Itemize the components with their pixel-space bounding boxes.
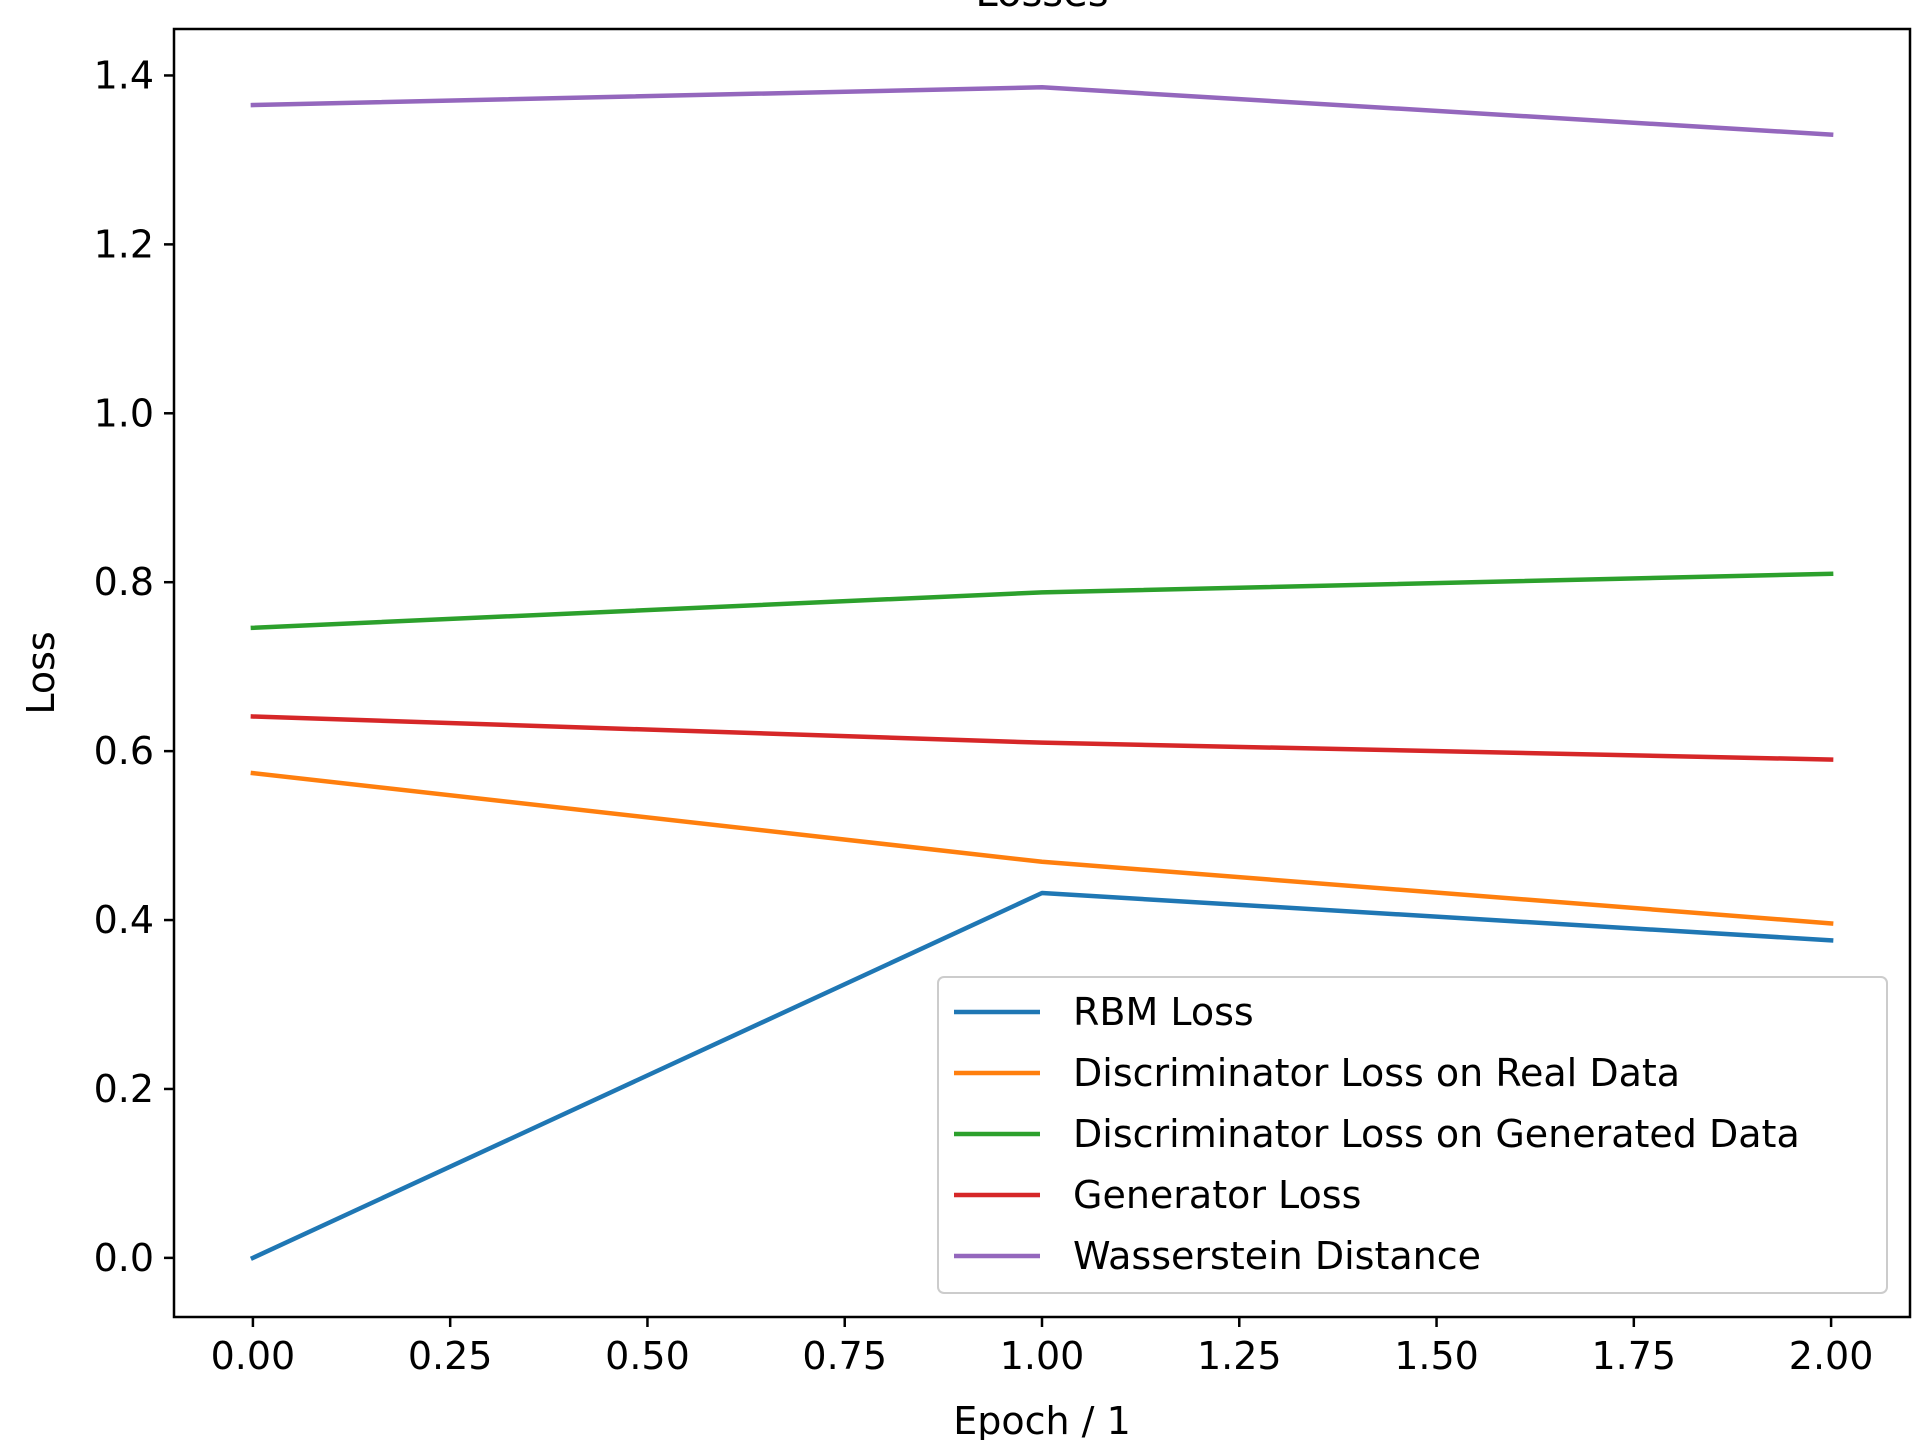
x-tick-label: 0.25 xyxy=(408,1334,493,1378)
legend-label-discriminator-loss-on-generated-data: Discriminator Loss on Generated Data xyxy=(1073,1112,1800,1156)
x-tick-label: 2.00 xyxy=(1789,1334,1874,1378)
chart-title: Losses xyxy=(975,0,1108,16)
legend-box xyxy=(937,976,1888,1294)
legend-label-generator-loss: Generator Loss xyxy=(1073,1173,1361,1217)
y-axis: 0.0 0.2 0.4 0.6 0.8 1.0 1.2 1.4 xyxy=(94,53,174,1280)
x-tick-label: 0.50 xyxy=(605,1334,690,1378)
x-axis: 0.00 0.25 0.50 0.75 1.00 1.25 1.50 1.75 2.00 xyxy=(211,1317,1874,1378)
y-tick-label: 0.8 xyxy=(94,560,154,604)
y-tick-label: 1.4 xyxy=(94,53,154,97)
y-tick-label: 0.0 xyxy=(94,1236,154,1280)
series-line-generator-loss xyxy=(250,714,1834,762)
y-tick-label: 1.2 xyxy=(94,222,154,266)
x-tick-label: 1.25 xyxy=(1197,1334,1282,1378)
x-tick-label: 0.75 xyxy=(802,1334,887,1378)
series-layer xyxy=(249,85,1834,1261)
y-tick-label: 1.0 xyxy=(94,391,154,435)
legend-label-rbm-loss: RBM Loss xyxy=(1073,990,1254,1034)
legend: RBM Loss Discriminator Loss on Real Data D… xyxy=(937,976,1888,1294)
legend-items: RBM Loss Discriminator Loss on Real Data D… xyxy=(954,990,1800,1278)
x-tick-label: 1.00 xyxy=(1000,1334,1085,1378)
x-tick-label: 1.50 xyxy=(1394,1334,1479,1378)
legend-label-wasserstein-distance: Wasserstein Distance xyxy=(1073,1234,1481,1278)
x-tick-label: 1.75 xyxy=(1592,1334,1677,1378)
y-tick-label: 0.2 xyxy=(94,1067,154,1111)
y-tick-label: 0.4 xyxy=(94,898,154,942)
series-line-wasserstein-distance xyxy=(250,85,1834,137)
y-axis-label: Loss xyxy=(19,631,63,714)
y-tick-label: 0.6 xyxy=(94,729,154,773)
series-line-rbm-loss xyxy=(249,890,1834,1261)
series-line-discriminator-loss-on-real-data xyxy=(250,770,1834,926)
x-axis-label: Epoch / 1 xyxy=(953,1399,1131,1440)
x-tick-label: 0.00 xyxy=(211,1334,296,1378)
legend-label-discriminator-loss-on-real-data: Discriminator Loss on Real Data xyxy=(1073,1051,1680,1095)
series-line-discriminator-loss-on-generated-data xyxy=(250,571,1834,631)
